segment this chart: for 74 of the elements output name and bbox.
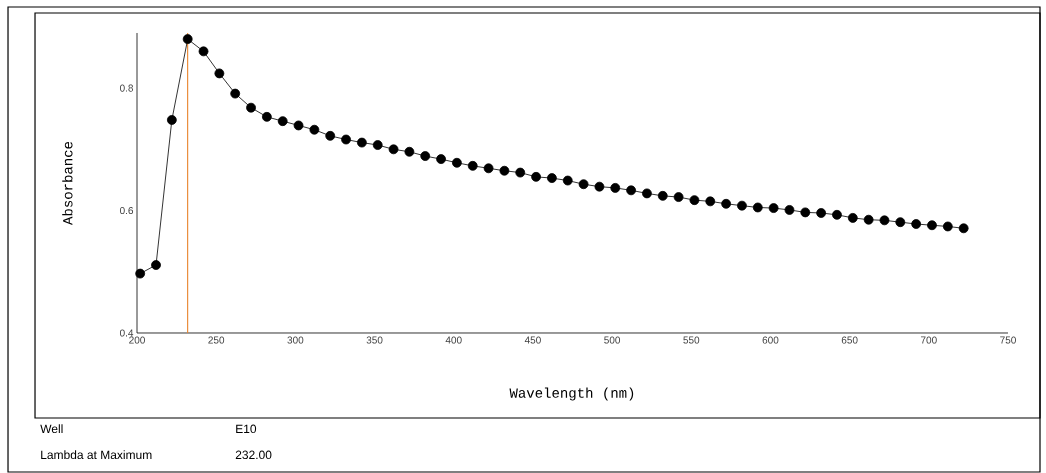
point: [895, 217, 906, 228]
x-tick-label: 350: [366, 336, 383, 344]
x-axis-title: Wavelength (nm): [509, 387, 634, 401]
point: [832, 209, 842, 220]
point: [499, 165, 510, 176]
point: [230, 88, 241, 99]
point: [436, 154, 446, 165]
point: [721, 198, 732, 209]
point: [483, 163, 494, 174]
x-tick-label: 400: [445, 336, 462, 344]
y-tick-label: 0.8: [119, 84, 134, 92]
point: [309, 124, 320, 135]
point: [642, 188, 652, 199]
point: [420, 151, 431, 161]
point: [467, 160, 478, 171]
y-tick-label: 0.4: [119, 329, 134, 337]
point: [166, 115, 177, 125]
point: [214, 68, 225, 79]
point: [261, 111, 272, 122]
point: [198, 46, 209, 57]
point: [816, 208, 827, 218]
point: [911, 219, 922, 229]
text: E10: [236, 424, 257, 434]
point: [151, 260, 161, 270]
point: [562, 175, 573, 186]
point: [705, 196, 716, 207]
point: [372, 140, 383, 150]
point: [277, 116, 288, 127]
point: [784, 205, 795, 215]
x-tick-label: 200: [129, 336, 145, 344]
point: [689, 195, 700, 206]
point: [879, 215, 890, 226]
text: Well: [40, 424, 63, 434]
point: [594, 181, 605, 192]
point: [246, 102, 256, 113]
point: [531, 171, 541, 182]
text: Lambda at Maximum: [41, 450, 152, 460]
point: [135, 268, 146, 279]
point: [547, 173, 557, 183]
y-axis-title: Absorbance: [62, 141, 73, 225]
point: [325, 130, 336, 141]
x-tick-label: 300: [287, 336, 304, 344]
point: [404, 146, 415, 157]
y-tick-label: 0.6: [119, 207, 134, 215]
point: [942, 221, 953, 232]
point: [341, 134, 351, 145]
x-tick-label: 750: [1000, 336, 1016, 344]
point: [578, 179, 589, 190]
text: 232.00: [235, 450, 272, 460]
x-tick-label: 550: [683, 336, 700, 344]
point: [626, 185, 636, 196]
point: [737, 200, 747, 211]
point: [752, 202, 763, 213]
x-tick-label: 650: [841, 336, 858, 344]
point: [847, 212, 858, 223]
x-tick-label: 500: [604, 336, 621, 344]
point: [182, 34, 193, 45]
point: [452, 157, 462, 168]
point: [768, 203, 779, 213]
point: [927, 220, 937, 231]
x-tick-label: 600: [762, 336, 779, 344]
point: [610, 182, 621, 193]
x-tick-label: 250: [208, 336, 225, 344]
point: [515, 167, 526, 178]
point: [673, 192, 684, 202]
x-tick-label: 450: [524, 336, 541, 344]
x-tick-label: 700: [920, 336, 937, 344]
point: [657, 190, 668, 201]
point: [293, 120, 304, 131]
point: [958, 223, 969, 234]
point: [356, 137, 367, 148]
point: [388, 144, 399, 155]
point: [800, 207, 811, 218]
point: [863, 214, 874, 225]
